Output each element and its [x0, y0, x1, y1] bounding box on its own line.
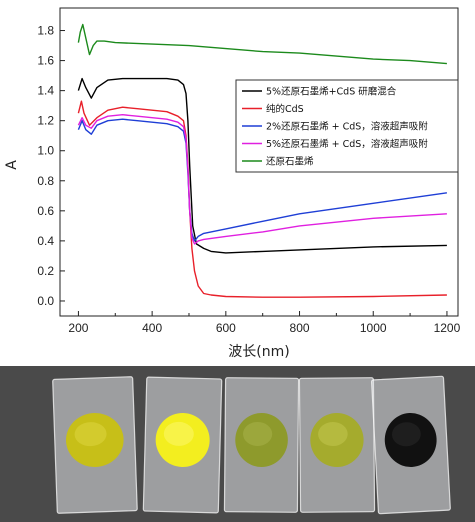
- glass-slide: [298, 377, 376, 513]
- y-tick-label: 0.0: [37, 294, 54, 308]
- series-line: [77, 23, 447, 65]
- x-tick-label: 1000: [360, 321, 387, 335]
- absorbance-chart: 200 400 600 800 1000 1200 0.0 0.2 0.4 0.6 0.8 1.0 1…: [4, 7, 461, 360]
- sample-spot-highlight: [163, 421, 194, 446]
- y-tick-label: 1.4: [37, 84, 54, 98]
- sample-photo: [0, 366, 475, 522]
- x-tick-label: 600: [216, 321, 236, 335]
- sample-spot-highlight: [74, 422, 107, 447]
- y-tick-label: 0.4: [37, 234, 54, 248]
- series-line: [77, 114, 447, 245]
- glass-slide: [223, 377, 300, 513]
- glass-slide: [52, 376, 138, 514]
- y-axis-ticks: 0.0 0.2 0.4 0.6 0.8 1.0 1.2 1.4 1.6 1.8: [37, 24, 65, 308]
- series-lines: [77, 23, 447, 298]
- legend-box: [235, 79, 459, 173]
- sample-spot-highlight: [243, 421, 273, 446]
- y-tick-label: 1.0: [37, 144, 54, 158]
- y-tick-label: 1.8: [37, 24, 54, 38]
- x-tick-label: 200: [68, 321, 88, 335]
- x-axis-title: 波长(nm): [228, 344, 289, 360]
- legend-label: 5%还原石墨烯 + CdS，溶液超声吸附: [266, 138, 428, 150]
- y-tick-label: 0.2: [37, 264, 54, 278]
- x-tick-label: 800: [290, 321, 310, 335]
- glass-slide: [370, 375, 451, 515]
- y-tick-label: 1.2: [37, 114, 54, 128]
- x-axis-ticks: 200 400 600 800 1000 1200: [68, 311, 461, 335]
- legend-label: 2%还原石墨烯 + CdS，溶液超声吸附: [266, 121, 428, 133]
- x-tick-label: 1200: [434, 321, 461, 335]
- sample-spot-highlight: [391, 422, 421, 447]
- legend-label: 纯的CdS: [266, 103, 304, 115]
- series-line: [77, 118, 447, 242]
- y-tick-label: 1.6: [37, 54, 54, 68]
- sample-spot-highlight: [318, 422, 348, 447]
- legend-label: 5%还原石墨烯+CdS 研磨混合: [266, 86, 397, 98]
- x-tick-label: 400: [142, 321, 162, 335]
- y-axis-title: A: [4, 160, 20, 170]
- series-line: [77, 77, 447, 254]
- glass-slide: [142, 376, 223, 514]
- legend-label: 还原石墨烯: [266, 156, 314, 168]
- y-tick-label: 0.6: [37, 204, 54, 218]
- sample-slides: [52, 375, 451, 515]
- y-tick-label: 0.8: [37, 174, 54, 188]
